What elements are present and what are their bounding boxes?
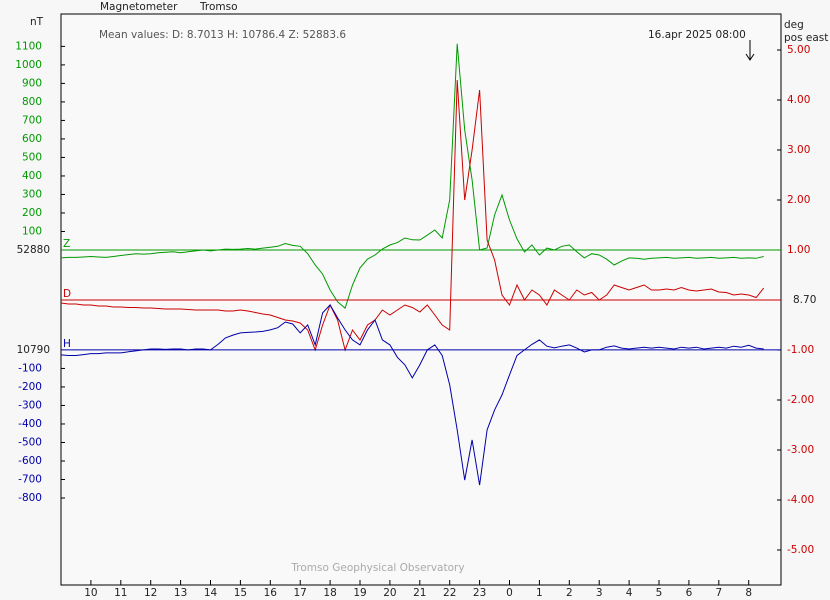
- series-name: H: [63, 338, 71, 350]
- y2-tick-label: -3.00: [787, 444, 814, 456]
- x-tick-label: 19: [353, 587, 366, 599]
- y-tick-label: 400: [22, 170, 42, 182]
- x-tick-label: 23: [473, 587, 486, 599]
- chart-title: Magnetometer: [100, 1, 178, 13]
- y2-tick-label: 5.00: [787, 44, 810, 56]
- y-tick-label: 1000: [15, 59, 42, 71]
- y2-tick-label: 4.00: [787, 94, 810, 106]
- y-tick-label: 200: [22, 207, 42, 219]
- series-name: Z: [63, 238, 70, 250]
- x-tick-label: 16: [264, 587, 278, 599]
- footer: Tromso Geophysical Observatory: [290, 562, 464, 574]
- y-tick-label: 800: [22, 96, 42, 108]
- x-tick-label: 17: [294, 587, 307, 599]
- series-line: [60, 304, 764, 486]
- y-tick-label: 600: [22, 133, 42, 145]
- y-tick-label: 100: [22, 225, 42, 237]
- x-tick-label: 14: [204, 587, 218, 599]
- baseline-label: 10790: [17, 344, 50, 356]
- x-tick-label: 7: [715, 587, 722, 599]
- y-tick-label: -800: [18, 492, 42, 504]
- x-tick-label: 8: [745, 587, 752, 599]
- x-tick-label: 0: [506, 587, 513, 599]
- time-arrow-head: [745, 53, 755, 61]
- baseline-label: 52880: [17, 244, 50, 256]
- y-tick-label: 700: [22, 114, 42, 126]
- x-tick-label: 21: [413, 587, 426, 599]
- y-tick-label: -500: [18, 436, 42, 448]
- y-tick-label: -200: [18, 381, 42, 393]
- y-tick-label: 500: [22, 151, 42, 163]
- y2-tick-label: 1.00: [787, 244, 810, 256]
- x-tick-label: 2: [566, 587, 573, 599]
- y2-tick-label: -5.00: [787, 544, 814, 556]
- y2-tick-label: -4.00: [787, 494, 814, 506]
- x-tick-label: 5: [656, 587, 663, 599]
- y2-axis-sublabel: pos east: [784, 32, 828, 44]
- y2-axis-label: deg: [784, 19, 804, 31]
- timestamp: 16.apr 2025 08:00: [648, 29, 746, 41]
- y-tick-label: -600: [18, 455, 42, 467]
- x-tick-label: 1: [536, 587, 543, 599]
- y-tick-label: 300: [22, 188, 42, 200]
- chart-subtitle: Tromso: [199, 1, 238, 13]
- x-tick-label: 6: [686, 587, 693, 599]
- series-line: [60, 43, 764, 309]
- y-tick-label: -400: [18, 418, 42, 430]
- x-tick-label: 12: [144, 587, 157, 599]
- x-tick-label: 3: [596, 587, 603, 599]
- y2-tick-label: -1.00: [787, 344, 814, 356]
- baseline-label: 8.70: [793, 294, 816, 306]
- x-tick-label: 20: [383, 587, 396, 599]
- x-tick-label: 22: [443, 587, 456, 599]
- x-tick-label: 11: [114, 587, 127, 599]
- x-tick-label: 15: [234, 587, 247, 599]
- y2-tick-label: 3.00: [787, 144, 810, 156]
- x-tick-label: 18: [323, 587, 336, 599]
- y-tick-label: -700: [18, 473, 42, 485]
- y-axis-label: nT: [30, 16, 44, 28]
- y-tick-label: 1100: [15, 40, 42, 52]
- y2-tick-label: 2.00: [787, 194, 810, 206]
- y-tick-label: -300: [18, 399, 42, 411]
- y2-tick-label: -2.00: [787, 394, 814, 406]
- series-name: D: [63, 288, 71, 300]
- mean-values: Mean values: D: 8.7013 H: 10786.4 Z: 528…: [99, 29, 346, 41]
- series-line: [60, 79, 765, 352]
- y-tick-label: -100: [18, 362, 42, 374]
- x-tick-label: 4: [626, 587, 633, 599]
- x-tick-label: 13: [174, 587, 187, 599]
- y-tick-label: 900: [22, 77, 42, 89]
- x-tick-label: 10: [84, 587, 97, 599]
